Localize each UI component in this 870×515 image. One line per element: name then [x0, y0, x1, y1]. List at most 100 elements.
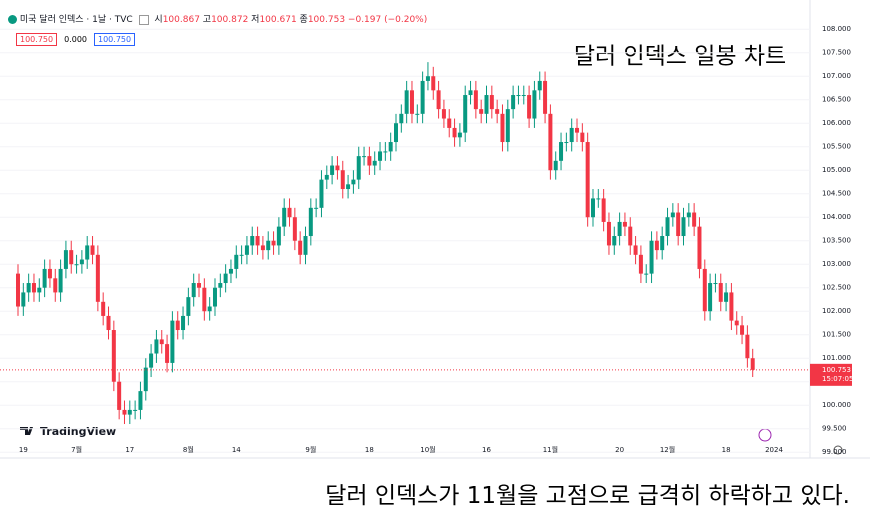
- candle-body: [74, 264, 79, 266]
- candle-body: [708, 283, 713, 312]
- ohlc-value: 100.671: [259, 15, 297, 25]
- x-tick-label: 20: [615, 446, 624, 454]
- x-tick-label: 18: [722, 446, 731, 454]
- candle-body: [441, 109, 446, 119]
- buy-box[interactable]: 100.750: [94, 33, 136, 46]
- y-tick-label: 107.500: [822, 49, 851, 57]
- candle-body: [127, 409, 132, 415]
- candle-body: [165, 344, 170, 363]
- candle-body: [239, 254, 244, 256]
- change: −0.197 (−0.20%): [347, 15, 428, 25]
- candle-body: [745, 334, 750, 359]
- candle-body: [308, 207, 313, 237]
- candle-body: [409, 90, 414, 114]
- candle-body: [644, 273, 649, 275]
- ohlc-value: 100.872: [211, 15, 249, 25]
- candle-body: [612, 236, 617, 246]
- y-tick-label: 105.500: [822, 143, 851, 151]
- candle-body: [452, 127, 457, 138]
- candle-body: [31, 283, 36, 293]
- candle-body: [463, 95, 468, 133]
- chart-bg: [0, 0, 870, 470]
- candle-body: [457, 132, 462, 138]
- candle-body: [287, 207, 292, 218]
- legend-header: 미국 달러 인덱스 · 1날 · TVC 시100.867 고100.872 저…: [8, 12, 427, 25]
- candle-body: [606, 221, 611, 246]
- candle-body: [138, 391, 143, 410]
- candle-body: [383, 151, 388, 153]
- candle-body: [42, 268, 47, 288]
- candle-body: [335, 165, 340, 171]
- ohlc-label: 저: [251, 15, 260, 25]
- candle-body: [378, 151, 383, 161]
- candle-body: [564, 142, 569, 144]
- candle-body: [154, 339, 159, 354]
- candle-body: [697, 226, 702, 269]
- candle-body: [37, 287, 42, 293]
- candle-body: [473, 90, 478, 110]
- candle-body: [692, 212, 697, 227]
- chart-title: 달러 인덱스 일봉 차트: [574, 44, 786, 70]
- candle-body: [282, 207, 287, 227]
- candle-body: [521, 95, 526, 97]
- candle-body: [495, 109, 500, 114]
- candle-body: [511, 95, 516, 110]
- candle-body: [79, 259, 84, 265]
- ohlc-label: 고: [202, 15, 212, 25]
- candle-body: [303, 236, 308, 255]
- candle-body: [575, 127, 580, 133]
- candle-body: [223, 273, 228, 284]
- x-tick-label: 2024: [765, 446, 783, 454]
- candle-body: [95, 254, 100, 302]
- candle-body: [314, 207, 319, 209]
- ohlc-value: 100.753: [307, 15, 346, 25]
- candle-body: [489, 95, 494, 110]
- candle-body: [553, 160, 558, 171]
- candle-body: [276, 226, 281, 246]
- last-price-label: 100.753: [822, 366, 851, 374]
- x-tick-label: 16: [482, 446, 491, 454]
- settings-icon[interactable]: [833, 445, 843, 455]
- y-tick-label: 108.000: [822, 25, 851, 33]
- x-tick-label: 17: [125, 446, 134, 454]
- y-tick-label: 103.000: [822, 260, 851, 268]
- candle-body: [324, 174, 329, 180]
- y-tick-label: 107.000: [822, 72, 851, 80]
- candle-body: [58, 268, 63, 293]
- price-boxes: 100.750 0.000 100.750: [16, 33, 139, 46]
- candle-body: [26, 283, 31, 293]
- candle-body: [654, 240, 659, 251]
- ohlc-value: 100.867: [162, 15, 200, 25]
- candle-body: [207, 306, 212, 312]
- y-tick-label: 102.000: [822, 307, 851, 315]
- candle-body: [319, 179, 324, 208]
- y-tick-label: 104.000: [822, 213, 851, 221]
- candle-body: [90, 245, 95, 255]
- candle-body: [590, 198, 595, 218]
- status-icon: [138, 14, 149, 25]
- candle-body: [628, 226, 633, 246]
- candle-body: [660, 236, 665, 251]
- candle-body: [255, 236, 260, 246]
- candle-body: [362, 156, 367, 158]
- candle-body: [149, 353, 154, 368]
- candle-body: [548, 113, 553, 171]
- candle-body: [527, 95, 532, 119]
- candle-body: [388, 142, 393, 152]
- candle-body: [394, 123, 398, 143]
- y-tick-label: 103.500: [822, 237, 851, 245]
- y-tick-label: 102.500: [822, 284, 851, 292]
- candle-body: [537, 80, 542, 91]
- sell-box[interactable]: 100.750: [16, 33, 58, 46]
- candle-body: [372, 160, 377, 166]
- x-tick-label: 19: [19, 446, 28, 454]
- candle-body: [122, 409, 127, 415]
- candle-body: [569, 127, 574, 143]
- candle-body: [617, 221, 622, 237]
- candle-body: [649, 240, 654, 274]
- x-tick-label: 18: [365, 446, 374, 454]
- candle-body: [724, 292, 729, 302]
- candle-body: [197, 283, 202, 288]
- candle-body: [436, 90, 441, 110]
